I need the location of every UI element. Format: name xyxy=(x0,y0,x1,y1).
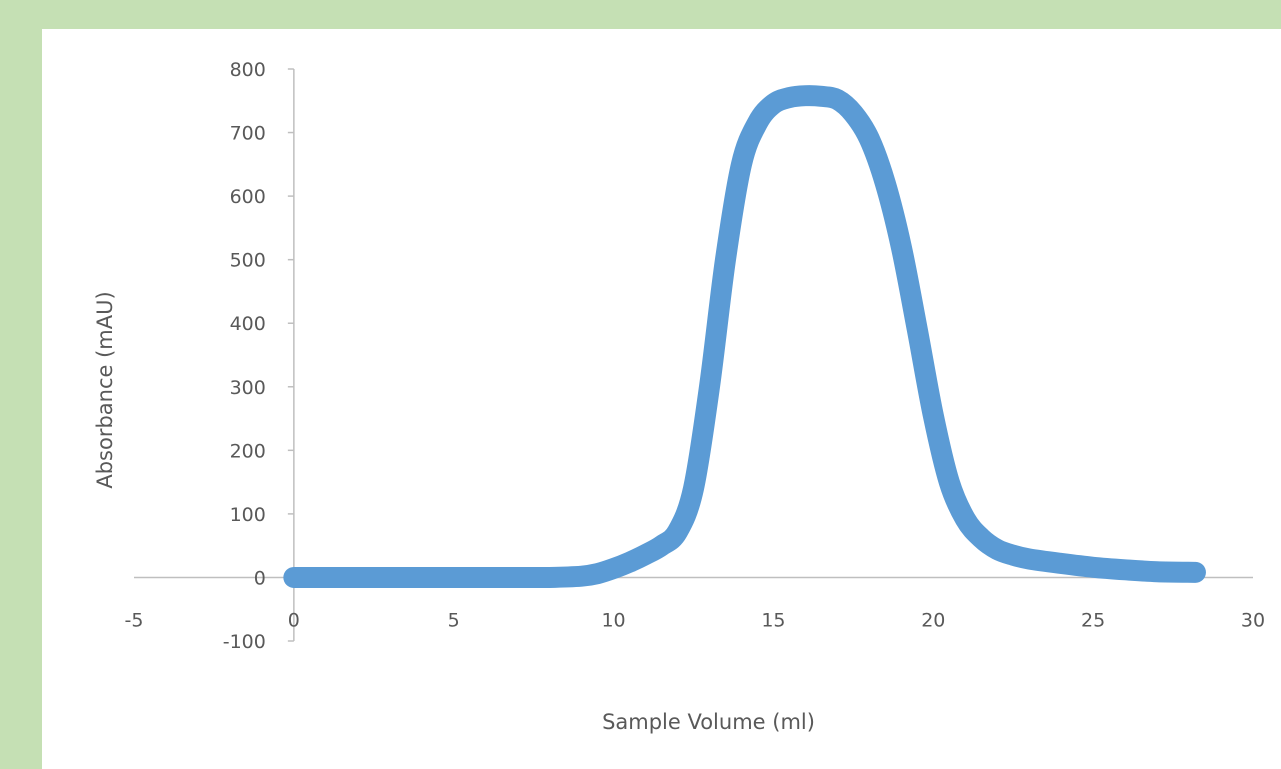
x-tick-label: 25 xyxy=(1081,609,1105,631)
y-tick-label: 700 xyxy=(230,123,266,145)
tick-labels: -100 0 100 200 300 400 500 600 700 800 -5 0 5 10 15 20 2… xyxy=(125,59,1266,653)
series-group xyxy=(283,85,1206,589)
x-tick-label: 30 xyxy=(1241,609,1265,631)
x-tick-label: 0 xyxy=(288,609,300,631)
series-line-0 xyxy=(283,85,1206,589)
y-tick-label: 300 xyxy=(230,377,266,399)
chart-area: -100 0 100 200 300 400 500 600 700 800 -5 0 5 10 15 20 2… xyxy=(42,29,1281,769)
x-axis-title: Sample Volume (ml) xyxy=(602,710,815,734)
y-tick-label: 500 xyxy=(230,250,266,272)
y-tick-label: 800 xyxy=(230,59,266,81)
x-tick-label: 15 xyxy=(761,609,785,631)
x-tick-label: 10 xyxy=(601,609,625,631)
y-tick-label: 100 xyxy=(230,504,266,526)
y-tick-label: -100 xyxy=(223,631,266,653)
x-tick-label: 5 xyxy=(448,609,460,631)
y-tick-label: 200 xyxy=(230,440,266,462)
y-tick-label: 600 xyxy=(230,186,266,208)
x-tick-label: 20 xyxy=(921,609,945,631)
x-tick-label: -5 xyxy=(125,609,144,631)
y-axis-title: Absorbance (mAU) xyxy=(93,291,117,488)
y-tick-label: 0 xyxy=(254,567,266,589)
axes xyxy=(134,68,1253,642)
absorbance-chart: -100 0 100 200 300 400 500 600 700 800 -5 0 5 10 15 20 2… xyxy=(93,59,1266,734)
y-tick-label: 400 xyxy=(230,313,266,335)
